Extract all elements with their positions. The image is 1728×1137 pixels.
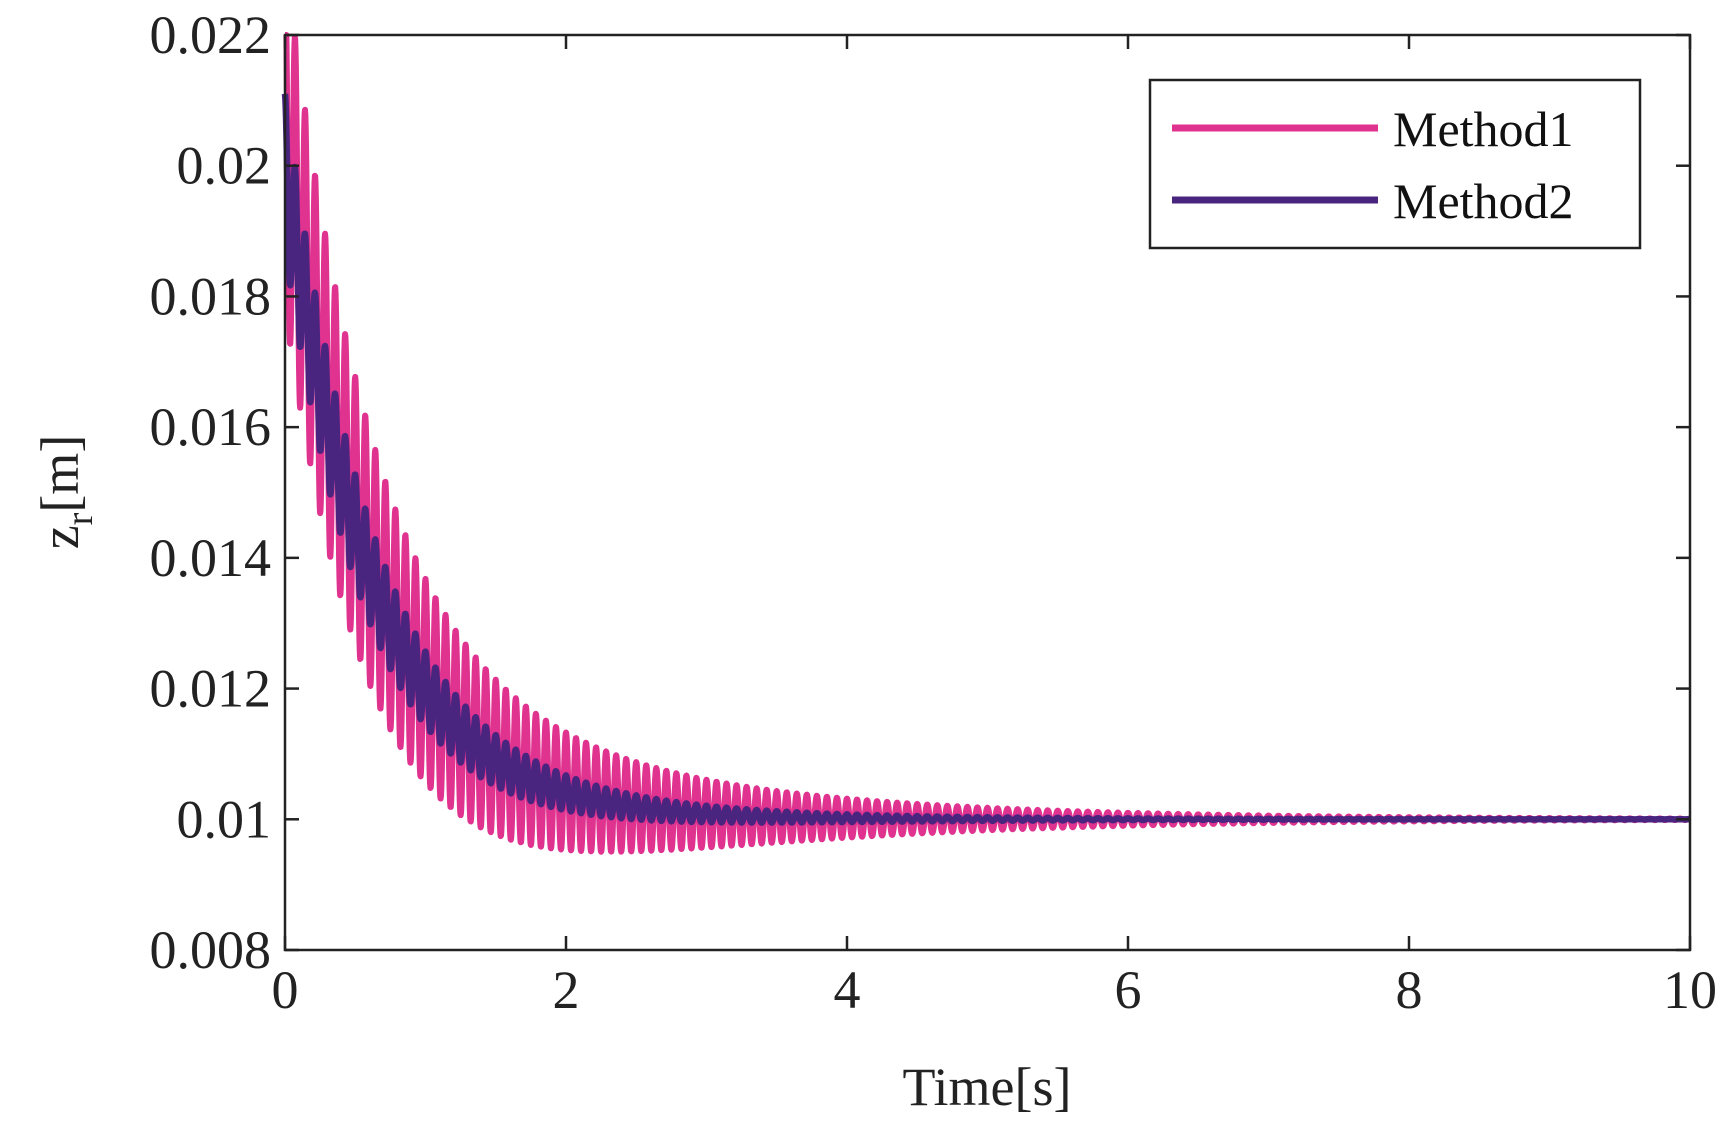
x-tick-label: 4 [834,960,861,1020]
legend-box [1148,78,1642,250]
y-axis-title-unit: [m] [30,435,90,513]
y-axis-title: zr[m] [30,435,101,550]
plot-frame [283,33,1692,952]
y-tick-label: 0.008 [150,920,272,980]
y-tick-label: 0.012 [150,659,272,719]
x-tick-label: 0 [272,960,299,1020]
y-tick-label: 0.02 [177,136,272,196]
legend-label-method2: Method2 [1393,173,1574,229]
x-axis-title: Time[s] [902,1057,1071,1117]
x-tick-label: 6 [1115,960,1142,1020]
y-tick-label: 0.01 [177,789,272,849]
legend: Method1 Method2 [1148,78,1642,250]
legend-label-method1: Method1 [1393,101,1574,157]
series-layer [281,32,1693,855]
y-tick-label: 0.016 [150,397,272,457]
x-tick-label: 8 [1396,960,1423,1020]
y-tick-label: 0.018 [150,266,272,326]
y-tick-label: 0.014 [150,528,272,588]
series-line-method2 [281,93,1693,826]
ticks-layer: 0 2 4 6 8 10 0.008 0.01 0.012 0.014 0.016 0.018 0.02… [150,5,1718,1020]
y-tick-label: 0.022 [150,5,272,65]
x-tick-label: 2 [553,960,580,1020]
y-axis-title-subscript: r [59,512,101,525]
y-axis-title-main: z [30,525,90,549]
x-tick-label: 10 [1663,960,1717,1020]
